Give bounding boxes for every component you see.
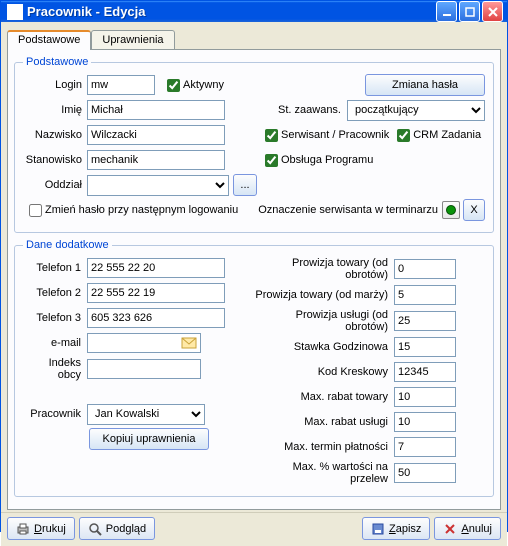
- max-pct-label: Max. % wartości na przelew: [254, 461, 394, 485]
- prov-tow-ob-label: Prowizja towary (od obrotów): [254, 257, 394, 281]
- minimize-button[interactable]: [436, 1, 457, 22]
- mail-icon: [181, 336, 197, 350]
- change-password-button[interactable]: Zmiana hasła: [365, 74, 485, 96]
- clear-color-button[interactable]: X: [463, 199, 485, 221]
- employee-label: Pracownik: [23, 408, 87, 420]
- login-label: Login: [23, 79, 87, 91]
- cancel-label: nuluj: [469, 523, 492, 535]
- phone1-input[interactable]: [87, 258, 225, 278]
- surname-input[interactable]: [87, 125, 225, 145]
- surname-label: Nazwisko: [23, 129, 87, 141]
- max-term-input[interactable]: [394, 437, 456, 457]
- branch-select[interactable]: [87, 175, 229, 196]
- hourly-input[interactable]: [394, 337, 456, 357]
- basic-legend: Podstawowe: [23, 56, 91, 68]
- prov-tow-mar-label: Prowizja towary (od marży): [254, 289, 394, 301]
- obsluga-checkbox[interactable]: Obsługa Programu: [265, 154, 373, 167]
- phone2-input[interactable]: [87, 283, 225, 303]
- phone2-label: Telefon 2: [23, 287, 87, 299]
- preview-button[interactable]: Podgląd: [79, 517, 155, 540]
- cancel-icon: [443, 522, 457, 536]
- save-button[interactable]: Zapisz: [362, 517, 430, 540]
- save-label: apisz: [396, 523, 422, 535]
- color-indicator[interactable]: [442, 201, 460, 219]
- mark-label: Oznaczenie serwisanta w terminarzu: [258, 204, 438, 216]
- max-term-label: Max. termin płatności: [254, 441, 394, 453]
- max-rtow-input[interactable]: [394, 387, 456, 407]
- email-label: e-mail: [23, 337, 87, 349]
- prov-tow-mar-input[interactable]: [394, 285, 456, 305]
- titlebar[interactable]: Pracownik - Edycja: [1, 1, 507, 22]
- prov-usl-ob-input[interactable]: [394, 311, 456, 331]
- copy-permissions-button[interactable]: Kopiuj uprawnienia: [89, 428, 209, 450]
- prov-tow-ob-input[interactable]: [394, 259, 456, 279]
- tab-panel-basic: Podstawowe Login Aktywny Zmiana hasła Im…: [7, 49, 501, 510]
- printer-icon: [16, 522, 30, 536]
- hourly-label: Stawka Godzinowa: [254, 341, 394, 353]
- branch-browse-button[interactable]: ...: [233, 174, 257, 196]
- content-area: Podstawowe Uprawnienia Podstawowe Login …: [1, 22, 507, 512]
- save-icon: [371, 522, 385, 536]
- close-button[interactable]: [482, 1, 503, 22]
- magnifier-icon: [88, 522, 102, 536]
- print-button[interactable]: Drukuj: [7, 517, 75, 540]
- tab-permissions[interactable]: Uprawnienia: [91, 30, 174, 49]
- phone1-label: Telefon 1: [23, 262, 87, 274]
- max-pct-input[interactable]: [394, 463, 456, 483]
- cancel-button[interactable]: Anuluj: [434, 517, 501, 540]
- serwisant-checkbox[interactable]: Serwisant / Pracownik: [265, 129, 389, 142]
- preview-label: Podgląd: [106, 523, 146, 535]
- prov-usl-ob-label: Prowizja usługi (od obrotów): [254, 309, 394, 333]
- level-select[interactable]: początkujący: [347, 100, 485, 121]
- max-rusl-label: Max. rabat usługi: [254, 416, 394, 428]
- branch-label: Oddział: [23, 179, 87, 191]
- barcode-label: Kod Kreskowy: [254, 366, 394, 378]
- change-next-login-checkbox[interactable]: Zmień hasło przy następnym logowaniu: [29, 204, 238, 217]
- extra-group: Dane dodatkowe Telefon 1 Telefon 2 Telef…: [14, 239, 494, 497]
- foreign-label: Indeks obcy: [23, 357, 87, 381]
- maximize-button[interactable]: [459, 1, 480, 22]
- position-input[interactable]: [87, 150, 225, 170]
- print-label: rukuj: [42, 523, 66, 535]
- name-label: Imię: [23, 104, 87, 116]
- phone3-input[interactable]: [87, 308, 225, 328]
- max-rtow-label: Max. rabat towary: [254, 391, 394, 403]
- dot-icon: [446, 205, 456, 215]
- max-rusl-input[interactable]: [394, 412, 456, 432]
- dialog-footer: Drukuj Podgląd Zapisz Anuluj: [1, 512, 507, 546]
- phone3-label: Telefon 3: [23, 312, 87, 324]
- foreign-input[interactable]: [87, 359, 201, 379]
- tab-strip: Podstawowe Uprawnienia: [7, 28, 501, 49]
- extra-legend: Dane dodatkowe: [23, 239, 112, 251]
- window-title: Pracownik - Edycja: [27, 4, 434, 19]
- position-label: Stanowisko: [23, 154, 87, 166]
- employee-edit-window: Pracownik - Edycja Podstawowe Uprawnieni…: [0, 0, 508, 532]
- employee-select[interactable]: Jan Kowalski: [87, 404, 205, 425]
- barcode-input[interactable]: [394, 362, 456, 382]
- level-label: St. zaawans.: [278, 104, 347, 116]
- app-icon: [7, 4, 23, 20]
- active-checkbox[interactable]: Aktywny: [167, 79, 224, 92]
- basic-group: Podstawowe Login Aktywny Zmiana hasła Im…: [14, 56, 494, 233]
- tab-basic[interactable]: Podstawowe: [7, 30, 91, 50]
- login-input[interactable]: [87, 75, 155, 95]
- name-input[interactable]: [87, 100, 225, 120]
- crm-checkbox[interactable]: CRM Zadania: [397, 129, 481, 142]
